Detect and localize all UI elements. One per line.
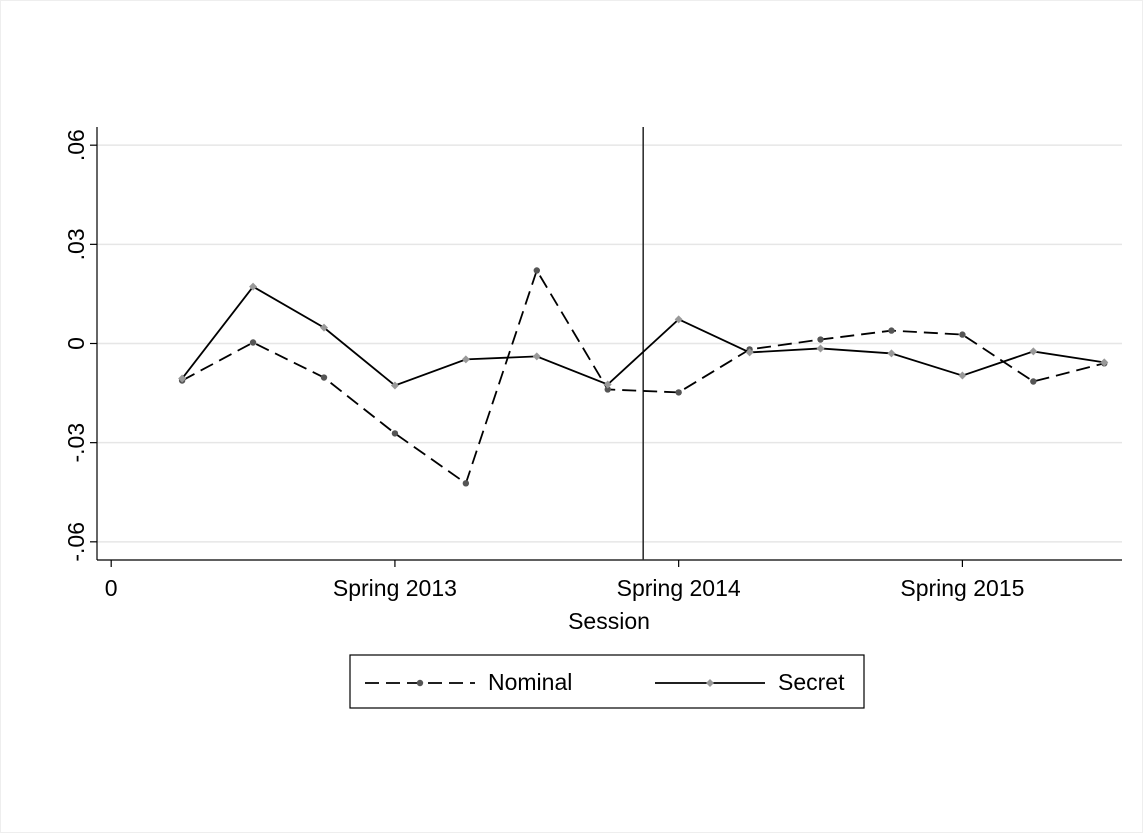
series-line — [181, 285, 1105, 387]
marker — [462, 480, 470, 487]
y-tick-label: -.03 — [63, 423, 89, 463]
marker — [1100, 358, 1109, 367]
marker — [958, 371, 967, 380]
marker — [674, 315, 683, 324]
x-tick-label: 0 — [105, 575, 118, 601]
marker — [249, 282, 258, 291]
marker — [675, 389, 682, 396]
series-line — [181, 268, 1105, 485]
marker — [319, 323, 328, 332]
marker — [390, 381, 399, 390]
x-tick-label: Spring 2015 — [900, 575, 1024, 601]
legend-marker — [706, 679, 714, 687]
marker — [817, 336, 824, 343]
marker — [603, 380, 612, 389]
legend-label: Secret — [778, 669, 845, 695]
y-tick-label: 0 — [63, 337, 89, 350]
legend-marker — [416, 679, 424, 687]
marker — [533, 267, 540, 274]
legend-box — [349, 654, 865, 709]
marker — [959, 331, 966, 338]
legend-label: Nominal — [488, 669, 572, 695]
marker — [816, 344, 825, 353]
marker — [461, 355, 470, 364]
x-tick-label: Spring 2014 — [617, 575, 741, 601]
marker — [887, 349, 896, 358]
marker — [604, 386, 611, 393]
marker — [745, 348, 754, 357]
x-axis-title: Session — [568, 608, 650, 634]
y-tick-label: .03 — [63, 228, 89, 260]
x-tick-label: Spring 2013 — [333, 575, 457, 601]
marker — [391, 430, 399, 437]
marker — [320, 374, 328, 381]
marker — [249, 339, 257, 346]
marker — [1030, 378, 1037, 385]
marker — [532, 352, 541, 361]
marker — [888, 327, 895, 334]
marker — [1029, 347, 1038, 356]
y-tick-label: .06 — [63, 129, 89, 161]
y-tick-label: -.06 — [63, 522, 89, 562]
marker — [178, 374, 187, 383]
